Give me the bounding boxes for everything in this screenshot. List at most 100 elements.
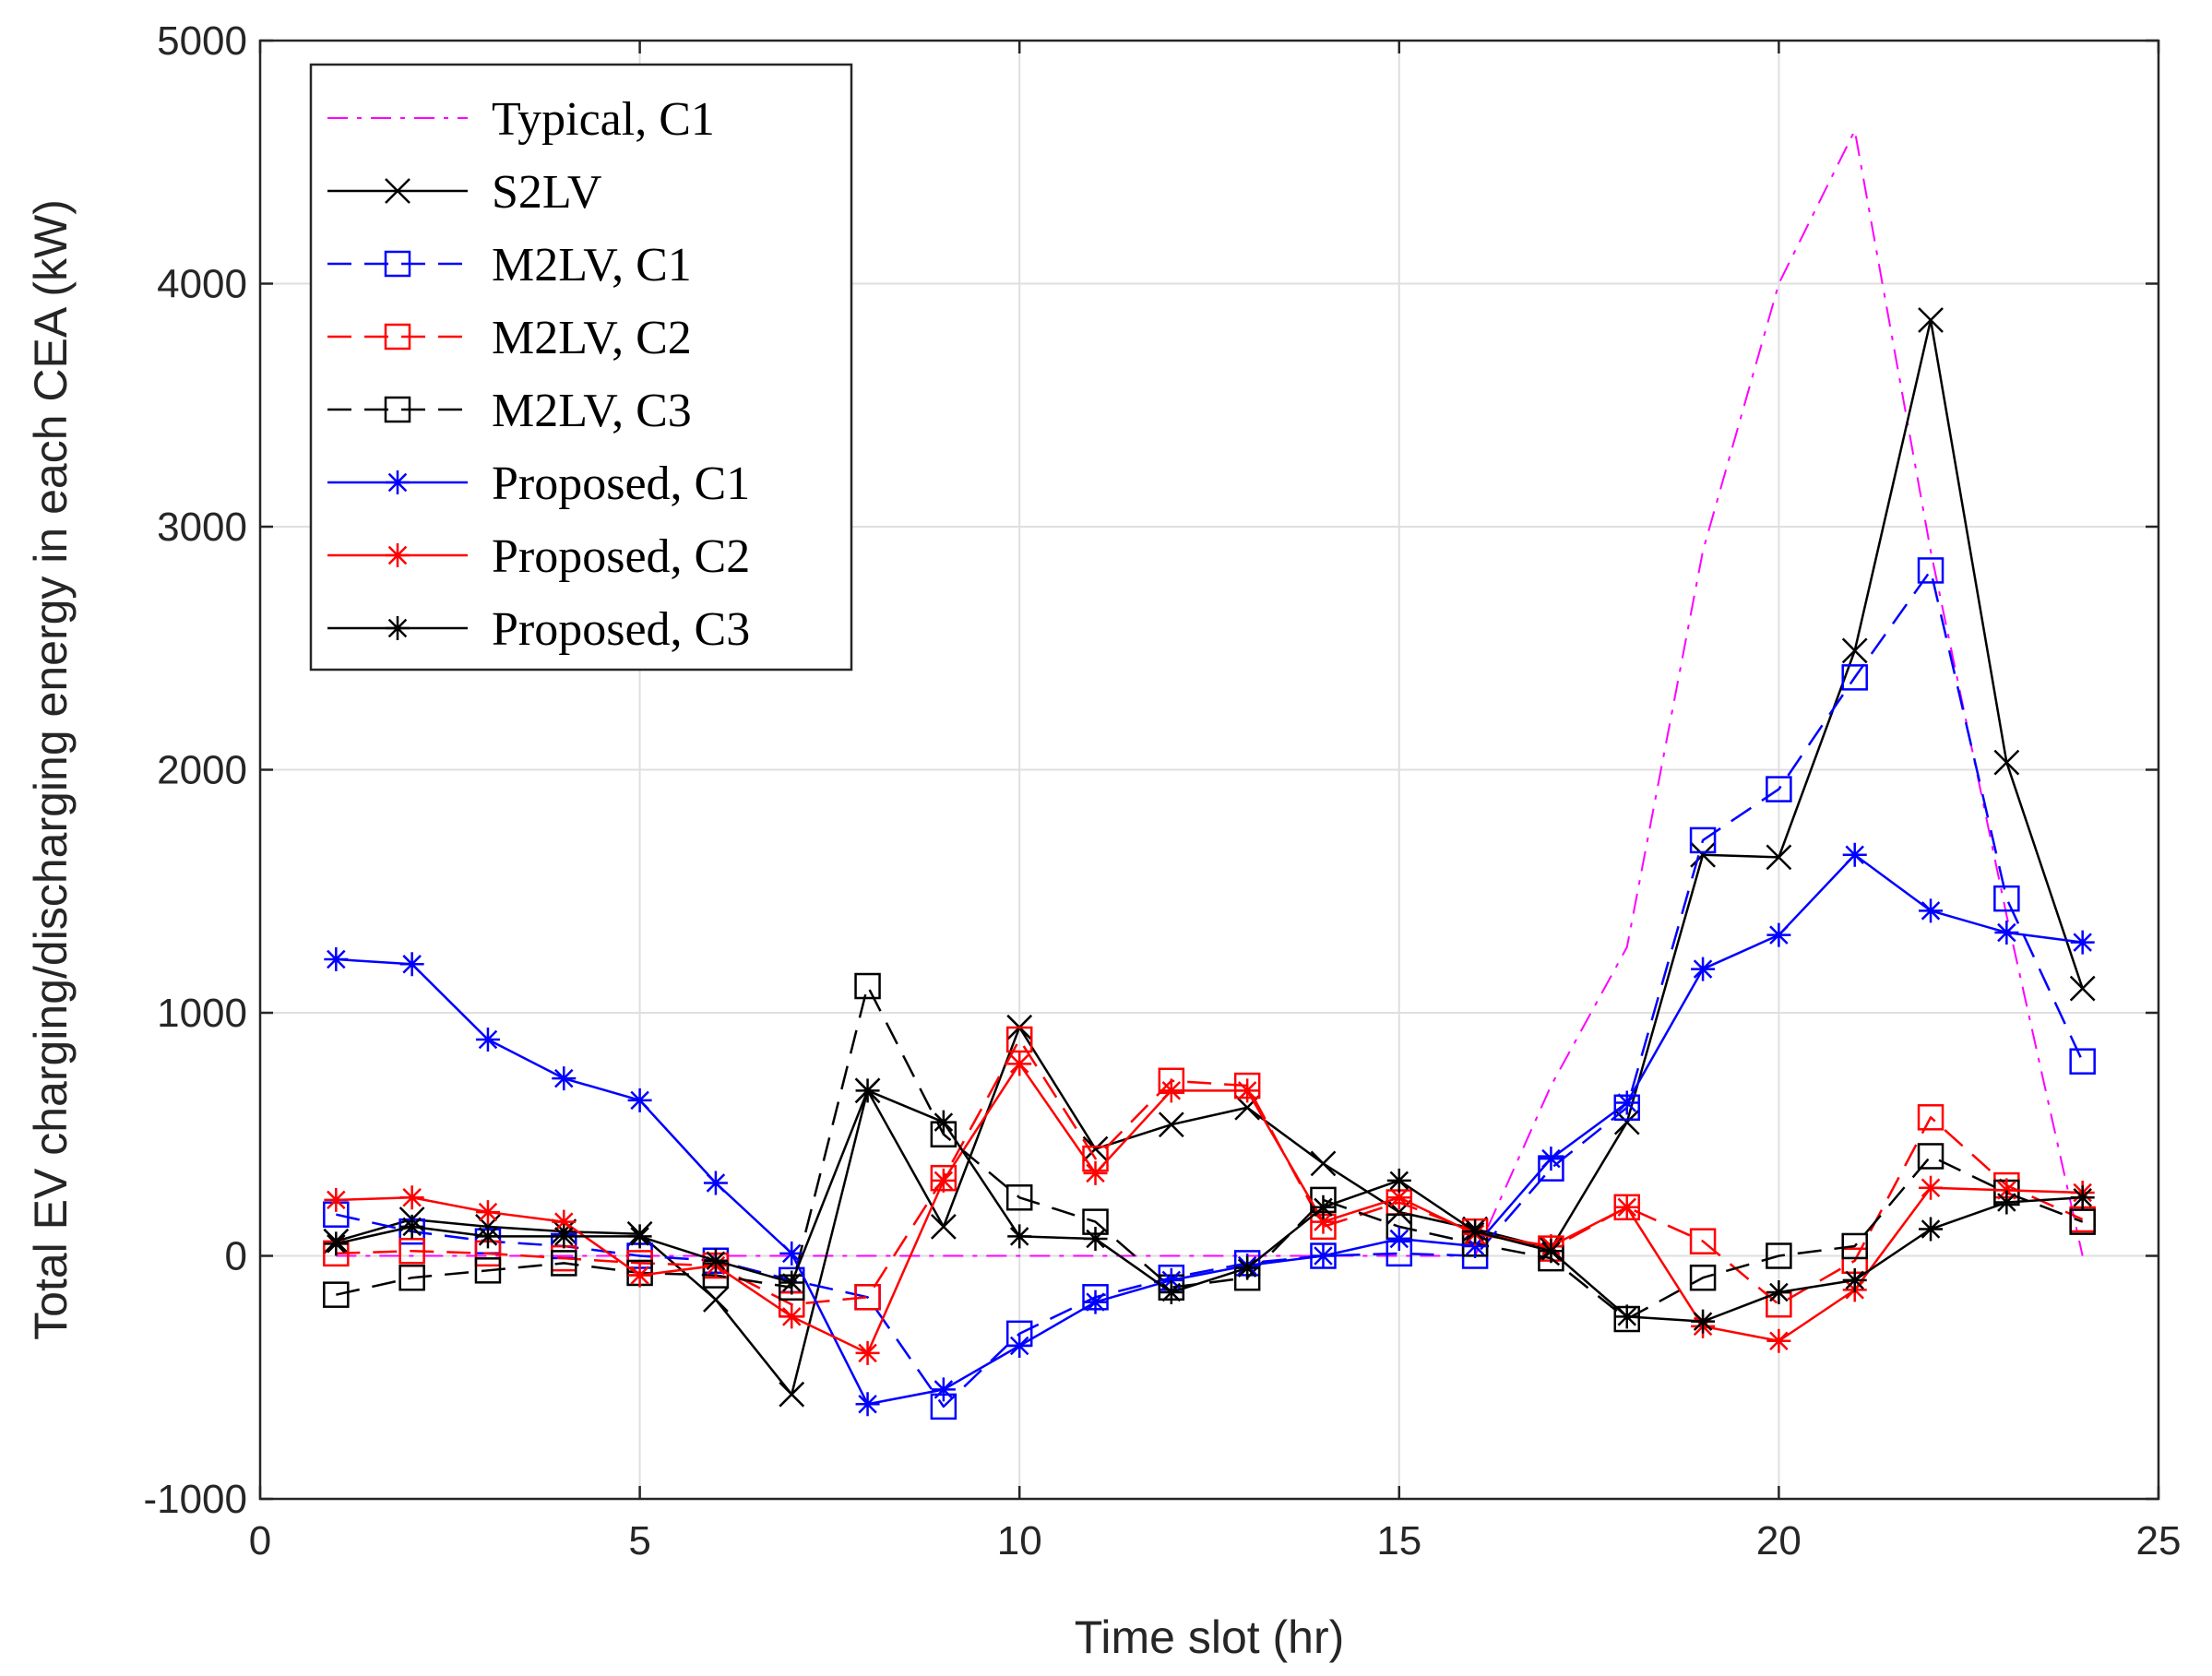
y-tick-label: 5000 <box>157 18 247 64</box>
legend-marker-sample <box>386 470 410 494</box>
legend-marker-sample <box>385 178 410 204</box>
data-point <box>1311 1195 1336 1219</box>
data-point <box>1766 922 1791 947</box>
data-point <box>1689 1228 1717 1254</box>
data-point <box>1766 1280 1791 1305</box>
series-7 <box>324 1078 2095 1334</box>
data-point <box>931 1377 956 1402</box>
data-point <box>1539 1239 1564 1264</box>
data-point <box>703 1287 729 1313</box>
data-point <box>1463 1219 1488 1244</box>
data-point <box>1766 844 1792 871</box>
data-point <box>1842 1267 1867 1292</box>
data-point <box>1614 1090 1639 1115</box>
data-point <box>1005 1184 1033 1211</box>
data-point <box>1841 664 1868 691</box>
legend: Typical, C1 S2LV M2LV, C1 M2LV, C2 M2LV, C3 P… <box>309 63 853 672</box>
data-point <box>324 1187 349 1212</box>
legend-label: M2LV, C1 <box>492 239 692 291</box>
data-point <box>1614 1195 1639 1219</box>
data-point <box>1842 842 1867 867</box>
legend-entry: M2LV, C2 <box>327 312 692 364</box>
data-point <box>627 1224 652 1249</box>
data-point <box>552 1209 577 1234</box>
data-point <box>1841 637 1868 664</box>
data-point <box>1082 1135 1109 1162</box>
data-point <box>1310 1150 1337 1177</box>
data-point <box>1918 307 1944 333</box>
y-tick-label: 0 <box>225 1234 247 1279</box>
data-point <box>779 1304 804 1329</box>
data-point <box>1766 1242 1792 1269</box>
data-point <box>1917 1104 1944 1131</box>
legend-entry: M2LV, C1 <box>327 239 692 291</box>
data-point <box>779 1270 804 1295</box>
x-tick-label: 20 <box>1756 1518 1802 1563</box>
data-point <box>855 1392 880 1417</box>
legend-label: Typical, C1 <box>492 93 715 146</box>
data-point <box>398 1237 425 1265</box>
data-point <box>399 1214 424 1239</box>
legend-marker-sample <box>386 616 410 640</box>
data-point <box>1311 1243 1336 1268</box>
legend-entry: M2LV, C3 <box>327 385 692 437</box>
data-point <box>475 1224 500 1249</box>
series-line <box>336 1063 2083 1355</box>
legend-marker-sample <box>386 543 410 567</box>
legend-entry: Proposed, C2 <box>327 530 750 583</box>
y-tick-label: 3000 <box>157 505 247 550</box>
data-point <box>1766 776 1792 802</box>
y-tick-label: 1000 <box>157 991 247 1036</box>
data-point <box>1311 1209 1336 1234</box>
data-point <box>2069 975 2096 1002</box>
legend-label: S2LV <box>492 166 601 219</box>
data-point <box>1386 1185 1411 1210</box>
series-line <box>335 318 2084 1396</box>
data-point <box>1691 1309 1716 1334</box>
legend-marker-sample <box>384 396 411 423</box>
x-tick-label: 0 <box>249 1518 271 1563</box>
series-5 <box>324 842 2095 1417</box>
data-point <box>1689 826 1717 854</box>
data-point <box>324 1231 349 1256</box>
data-point <box>2070 1185 2095 1210</box>
data-point <box>1917 1143 1944 1170</box>
data-point <box>1841 1232 1868 1260</box>
data-point <box>1083 1290 1108 1314</box>
y-tick-label: 4000 <box>157 262 247 307</box>
data-point <box>1386 1227 1411 1252</box>
data-point <box>2069 1048 2096 1075</box>
data-point <box>627 1263 652 1288</box>
data-point <box>703 1248 728 1273</box>
legend-label: M2LV, C3 <box>492 385 692 437</box>
data-point <box>1158 1111 1184 1138</box>
data-point <box>1235 1078 1260 1103</box>
y-tick-label: -1000 <box>143 1477 247 1522</box>
x-tick-label: 15 <box>1376 1518 1421 1563</box>
data-point <box>779 1241 804 1266</box>
y-tick-label: 2000 <box>157 748 247 793</box>
data-point <box>398 1264 425 1291</box>
data-point <box>1463 1233 1488 1258</box>
data-point <box>930 1213 957 1240</box>
data-point <box>1159 1267 1183 1292</box>
data-point <box>1083 1160 1108 1185</box>
data-point <box>552 1066 577 1091</box>
data-point <box>324 947 349 972</box>
data-point <box>1159 1280 1183 1305</box>
data-point <box>1689 1264 1717 1291</box>
data-point <box>1007 1224 1032 1249</box>
legend-label: Proposed, C3 <box>492 603 750 656</box>
x-tick-label: 10 <box>997 1518 1042 1563</box>
data-point <box>1690 841 1716 868</box>
data-point <box>1917 557 1944 584</box>
x-axis-title: Time slot (hr) <box>1075 1611 1345 1663</box>
data-point <box>627 1088 652 1112</box>
data-point <box>323 1281 350 1308</box>
data-point <box>1919 1175 1944 1200</box>
x-tick-label: 25 <box>2136 1518 2182 1563</box>
data-point <box>703 1171 728 1195</box>
data-point <box>854 1284 881 1311</box>
legend-label: M2LV, C2 <box>492 312 692 364</box>
legend-label: Proposed, C1 <box>492 458 750 510</box>
